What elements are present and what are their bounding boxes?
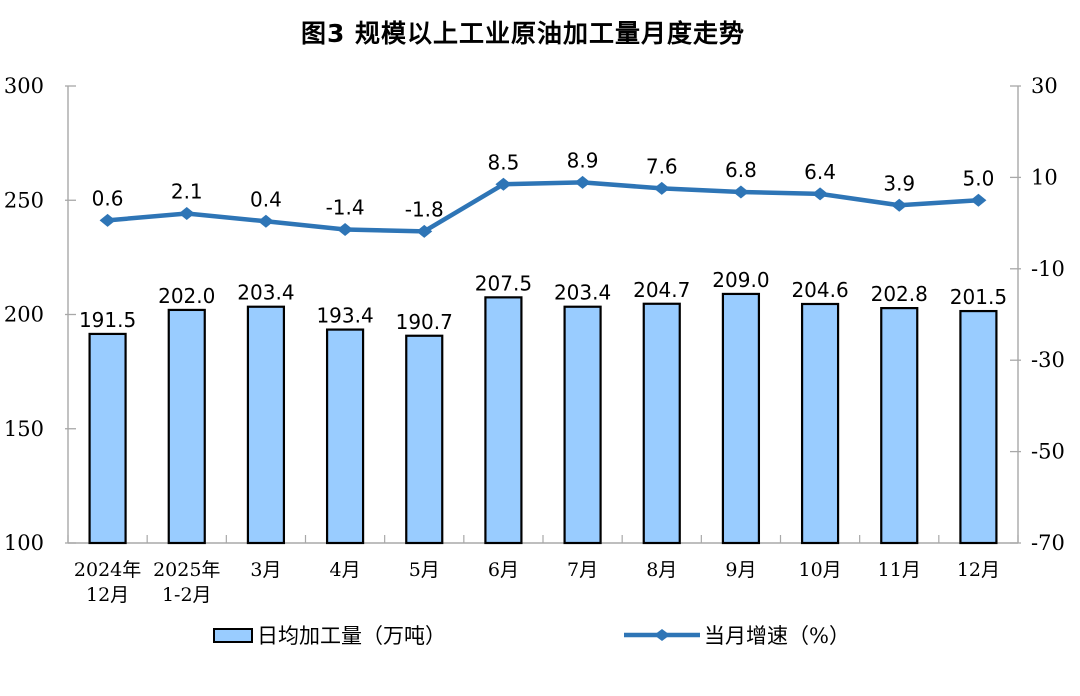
x-axis-category-label: 8月 xyxy=(646,559,677,581)
line-value-label: 0.4 xyxy=(250,187,282,211)
x-axis-category-label: 10月 xyxy=(798,559,841,581)
line-marker-diamond-icon xyxy=(891,198,908,212)
chart-title: 图3 规模以上工业原油加工量月度走势 xyxy=(300,19,746,48)
y-axis-right-tick-label: -10 xyxy=(1031,257,1065,281)
line-value-label: -1.4 xyxy=(326,195,365,219)
y-axis-left-tick-label: 200 xyxy=(4,303,44,327)
line-value-label: 0.6 xyxy=(92,186,124,210)
y-axis-right-tick-label: -30 xyxy=(1031,348,1065,372)
bar xyxy=(167,308,206,545)
line-marker-diamond-icon xyxy=(416,224,433,238)
line-marker-diamond-icon xyxy=(732,185,749,199)
bar-value-label: 204.6 xyxy=(791,278,848,302)
chart-canvas: 100 150 200 250 300 30 10 -10 -30 -50 -70 191.5 202.… xyxy=(4,74,1065,606)
bar xyxy=(959,309,998,545)
legend-item-bars: 日均加工量（万吨） xyxy=(213,620,446,650)
line-value-label: 3.9 xyxy=(883,171,915,195)
line-value-label: 8.5 xyxy=(488,150,520,174)
x-axis-category-label: 11月 xyxy=(878,559,921,581)
y-axis-left-tick-label: 150 xyxy=(4,417,44,441)
bar xyxy=(484,296,523,545)
legend-bar-label: 日均加工量（万吨） xyxy=(257,624,446,648)
bar-value-label: 209.0 xyxy=(712,268,769,292)
x-axis-category-label: 3月 xyxy=(250,559,281,581)
bar-value-label: 207.5 xyxy=(475,271,532,295)
bar xyxy=(88,332,127,545)
x-axis-category-label: 2025年 xyxy=(153,559,220,581)
bar-value-label: 203.4 xyxy=(554,281,611,305)
line-value-label: 2.1 xyxy=(171,180,203,204)
y-axis-left-tick-label: 100 xyxy=(4,531,44,555)
y-axis-left-tick-label: 250 xyxy=(4,188,44,212)
line-value-label: 6.4 xyxy=(804,160,836,184)
x-axis-category-label: 2024年 xyxy=(74,559,141,581)
x-axis-category-label: 1-2月 xyxy=(162,584,212,606)
y-axis-left-tick-label: 300 xyxy=(4,74,44,98)
bar-value-label: 191.5 xyxy=(79,308,136,332)
bar xyxy=(325,328,365,545)
line-value-label: 8.9 xyxy=(567,148,599,172)
growth-line xyxy=(105,180,981,234)
bar-value-label: 201.5 xyxy=(950,285,1007,309)
line-marker-diamond-icon xyxy=(257,214,274,228)
bar-value-label: 193.4 xyxy=(316,304,373,328)
line-marker-diamond-icon xyxy=(574,175,591,189)
bar-value-label: 202.0 xyxy=(158,284,215,308)
x-axis-category-label: 6月 xyxy=(488,559,519,581)
x-axis-category-label: 12月 xyxy=(957,559,1000,581)
x-axis-category-label: 12月 xyxy=(86,584,129,606)
line-marker-diamond-icon xyxy=(178,207,195,221)
x-axis-category-label: 5月 xyxy=(409,559,440,581)
line-value-label: 5.0 xyxy=(963,166,995,190)
x-axis-category-label: 7月 xyxy=(567,559,598,581)
line-value-label: -1.8 xyxy=(405,197,444,221)
line-value-label: 7.6 xyxy=(646,154,678,178)
y-axis-right-tick-label: 10 xyxy=(1031,165,1058,189)
bar xyxy=(880,307,919,545)
bar-value-label: 202.8 xyxy=(871,282,928,306)
bar-value-label: 203.4 xyxy=(237,281,294,305)
x-axis-category-label: 9月 xyxy=(725,559,756,581)
chart-legend: 日均加工量（万吨） 当月增速（%） xyxy=(0,620,1080,650)
bar-series-swatch-icon xyxy=(213,627,253,643)
legend-item-line: 当月增速（%） xyxy=(622,620,850,650)
bar-value-label: 204.7 xyxy=(633,278,690,302)
bar xyxy=(405,334,444,545)
bar xyxy=(563,305,602,545)
line-marker-diamond-icon xyxy=(495,177,512,191)
line-marker-diamond-icon xyxy=(970,193,987,207)
bar xyxy=(721,292,761,545)
x-axis-category-label: 4月 xyxy=(330,559,361,581)
y-axis-right-tick-label: 30 xyxy=(1031,74,1058,98)
line-marker-diamond-icon xyxy=(337,222,354,236)
bar-value-label: 190.7 xyxy=(396,310,453,334)
bar xyxy=(246,305,286,545)
bar xyxy=(800,302,840,545)
line-marker-diamond-icon xyxy=(99,213,116,227)
line-marker-diamond-icon xyxy=(653,181,670,195)
line-marker-diamond-icon xyxy=(812,187,829,201)
line-series-swatch-icon xyxy=(624,629,700,641)
bar xyxy=(642,302,681,545)
line-value-label: 6.8 xyxy=(725,158,757,182)
y-axis-right-tick-label: -70 xyxy=(1031,531,1065,555)
legend-line-label: 当月增速（%） xyxy=(704,624,850,648)
y-axis-right-tick-label: -50 xyxy=(1031,440,1065,464)
